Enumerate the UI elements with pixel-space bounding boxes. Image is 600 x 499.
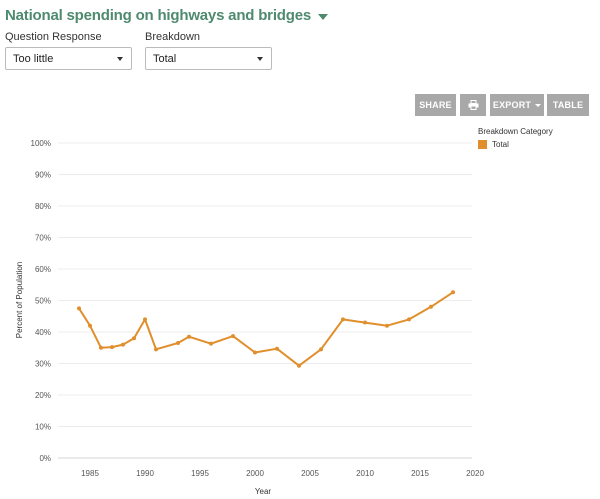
data-point (143, 317, 147, 322)
x-tick-label: 1990 (136, 469, 154, 478)
page-title: National spending on highways and bridge… (5, 7, 311, 24)
y-tick-label: 0% (39, 454, 51, 463)
table-button-label: TABLE (552, 100, 584, 110)
data-point (341, 317, 345, 322)
legend-item-total[interactable]: Total (478, 140, 553, 149)
data-point (154, 347, 158, 352)
x-tick-label: 2010 (356, 469, 374, 478)
data-point (99, 345, 103, 350)
breakdown-value: Total (153, 52, 177, 65)
y-axis-label: Percent of Population (15, 262, 24, 339)
breakdown-label: Breakdown (145, 31, 201, 43)
series-line-total (78, 291, 454, 367)
y-tick-label: 30% (35, 360, 51, 369)
x-axis-label: Year (255, 487, 272, 496)
legend-label: Total (492, 140, 509, 149)
x-tick-label: 2015 (411, 469, 429, 478)
y-tick-label: 60% (35, 265, 51, 274)
data-point (121, 342, 125, 347)
data-point (407, 317, 411, 322)
page-title-dropdown[interactable]: National spending on highways and bridge… (5, 7, 328, 24)
y-tick-label: 40% (35, 328, 51, 337)
chevron-down-icon (535, 103, 542, 107)
y-tick-label: 100% (31, 139, 51, 148)
breakdown-select[interactable]: Total (145, 47, 272, 70)
data-point (231, 334, 235, 339)
data-point (451, 290, 455, 295)
chevron-down-icon[interactable] (318, 13, 328, 20)
data-point (385, 323, 389, 328)
data-point (77, 306, 81, 311)
data-point (209, 341, 213, 346)
data-point (176, 341, 180, 346)
y-tick-label: 50% (35, 297, 51, 306)
x-tick-label: 2000 (246, 469, 264, 478)
data-point (275, 346, 279, 351)
data-point (110, 345, 114, 350)
y-tick-label: 20% (35, 391, 51, 400)
question-response-filter: Question Response Too little (5, 31, 132, 70)
question-response-value: Too little (13, 52, 54, 65)
data-point (253, 350, 257, 355)
x-tick-label: 1995 (191, 469, 209, 478)
data-point (319, 347, 323, 352)
data-point (187, 334, 191, 339)
data-point (88, 323, 92, 328)
table-button[interactable]: TABLE (547, 94, 589, 116)
y-tick-label: 70% (35, 234, 51, 243)
chevron-down-icon (117, 56, 123, 61)
x-tick-label: 1985 (81, 469, 99, 478)
data-point (363, 320, 367, 325)
question-response-label: Question Response (5, 31, 102, 43)
y-tick-label: 10% (35, 423, 51, 432)
x-tick-label: 2020 (466, 469, 484, 478)
print-icon (468, 100, 478, 110)
data-point (429, 304, 433, 309)
chevron-down-icon (257, 56, 263, 61)
y-tick-label: 90% (35, 171, 51, 180)
x-tick-label: 2005 (301, 469, 319, 478)
question-response-select[interactable]: Too little (5, 47, 132, 70)
export-button[interactable]: EXPORT (490, 94, 544, 116)
data-point (132, 336, 136, 341)
legend-title: Breakdown Category (478, 127, 553, 136)
data-point (297, 363, 301, 368)
print-button[interactable] (460, 94, 486, 116)
legend: Breakdown Category Total (478, 127, 553, 149)
share-button-label: SHARE (419, 100, 452, 110)
share-button[interactable]: SHARE (415, 94, 456, 116)
breakdown-filter: Breakdown Total (145, 31, 272, 70)
y-tick-label: 80% (35, 202, 51, 211)
legend-swatch (478, 140, 487, 149)
export-button-label: EXPORT (492, 100, 532, 110)
